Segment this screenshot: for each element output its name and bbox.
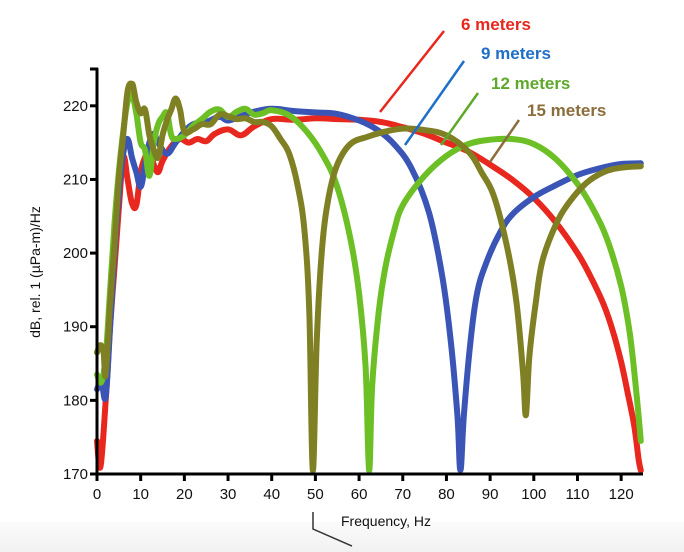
legend-label-6-meters: 6 meters — [461, 15, 531, 34]
x-tick-label: 60 — [351, 486, 368, 503]
series-line-12-meters — [94, 91, 644, 474]
y-tick-label: 210 — [63, 171, 88, 188]
x-tick-label: 80 — [438, 486, 455, 503]
y-axis-title: dB, rel. 1 (µPa-m)/Hz — [27, 206, 43, 338]
x-tick-label: 50 — [307, 486, 324, 503]
x-axis-title: Frequency, Hz — [341, 513, 431, 529]
leader-line-12-meters — [439, 92, 480, 146]
x-axis-title-pointer — [312, 512, 353, 547]
axes-layer — [90, 67, 643, 476]
x-tick-label: 20 — [176, 486, 193, 503]
x-tick-label: 40 — [263, 486, 280, 503]
leader-line-6-meters — [379, 30, 445, 113]
tick-layer: 0 10 20 30 40 50 60 70 80 90 100 110 120 170 180 190 200… — [63, 98, 634, 503]
y-tick-label: 170 — [63, 466, 88, 483]
x-tick-label: 0 — [93, 486, 101, 503]
x-tick-label: 120 — [609, 486, 634, 503]
x-tick-label: 10 — [132, 486, 149, 503]
legend-layer: 6 meters 9 meters 12 meters 15 meters — [461, 15, 606, 120]
y-tick-label: 200 — [63, 245, 88, 262]
bottom-band — [0, 522, 684, 552]
legend-label-12-meters: 12 meters — [491, 74, 570, 93]
legend-label-9-meters: 9 meters — [481, 44, 551, 63]
leader-layer — [379, 30, 521, 163]
series-line-6-meters — [94, 115, 644, 474]
series-line-15-meters — [94, 80, 644, 474]
x-tick-label: 90 — [482, 486, 499, 503]
series-layer — [94, 80, 644, 474]
x-tick-label: 70 — [394, 486, 411, 503]
x-tick-label: 110 — [566, 486, 590, 503]
legend-label-15-meters: 15 meters — [527, 101, 606, 120]
label-layer: Frequency, Hz dB, rel. 1 (µPa-m)/Hz — [27, 206, 431, 547]
x-tick-label: 30 — [220, 486, 237, 503]
y-tick-label: 220 — [63, 98, 88, 115]
x-tick-label: 100 — [521, 486, 546, 503]
y-tick-label: 180 — [63, 392, 88, 409]
leader-line-9-meters — [403, 60, 466, 146]
y-tick-label: 190 — [63, 319, 88, 336]
leader-line-15-meters — [488, 119, 521, 163]
